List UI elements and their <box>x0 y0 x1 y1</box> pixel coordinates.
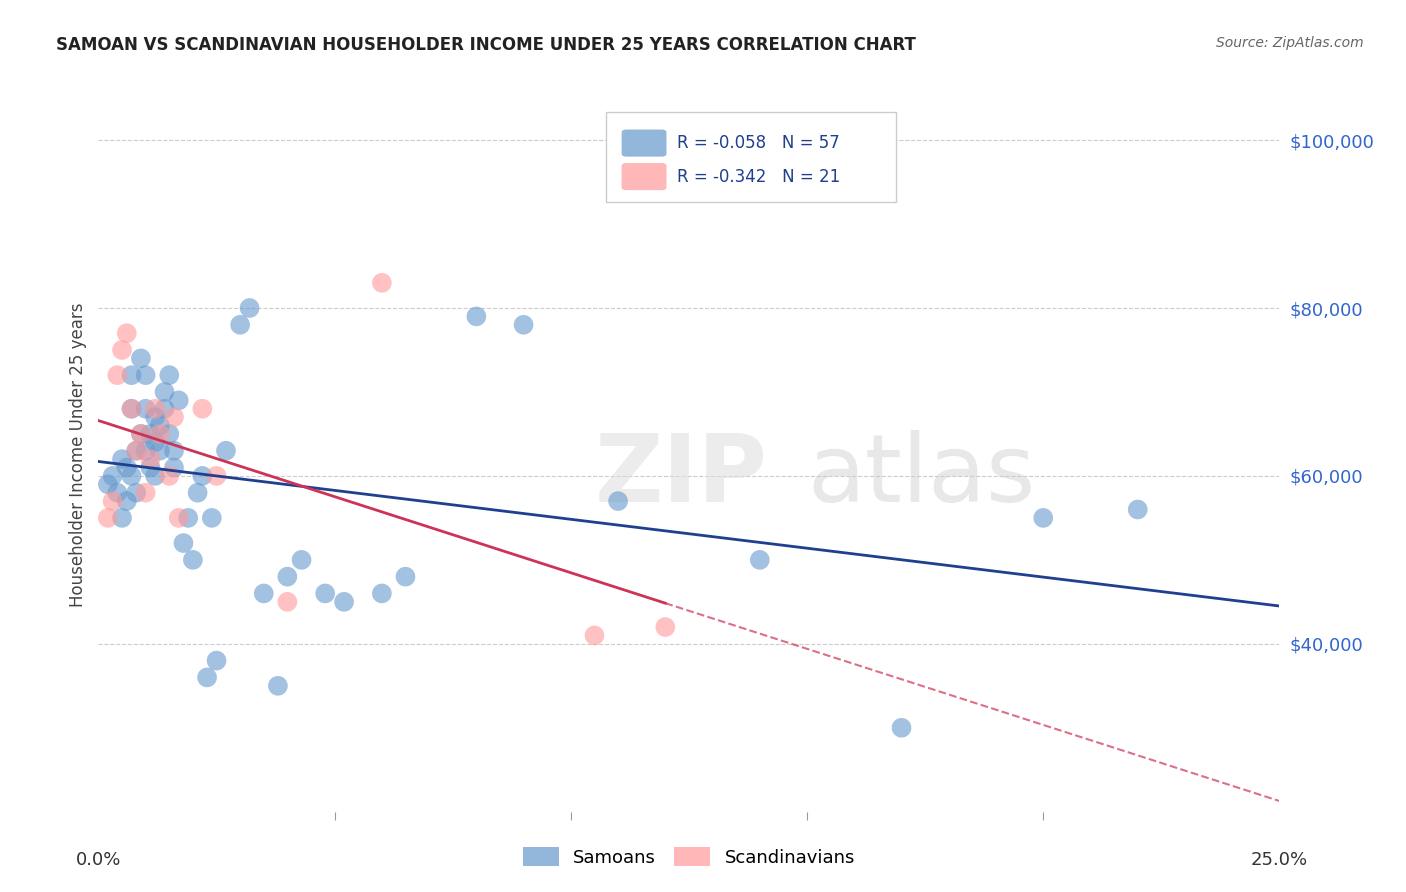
Point <box>157 469 180 483</box>
Text: Source: ZipAtlas.com: Source: ZipAtlas.com <box>1216 36 1364 50</box>
Point <box>201 511 224 525</box>
Point <box>1126 502 1149 516</box>
Point <box>195 670 218 684</box>
Point <box>135 368 157 383</box>
Point <box>205 469 228 483</box>
Point <box>143 410 166 425</box>
Point <box>290 553 312 567</box>
Text: atlas: atlas <box>807 430 1035 523</box>
Point <box>143 435 166 450</box>
Point <box>105 485 128 500</box>
Point <box>157 368 180 383</box>
Point <box>143 469 166 483</box>
Text: R = -0.342   N = 21: R = -0.342 N = 21 <box>678 168 841 186</box>
Point <box>163 410 186 425</box>
Point <box>101 469 124 483</box>
Point <box>143 401 166 416</box>
Point <box>191 401 214 416</box>
Point <box>129 426 152 441</box>
Point <box>205 654 228 668</box>
Point <box>276 595 298 609</box>
FancyBboxPatch shape <box>606 112 896 202</box>
Point <box>115 494 138 508</box>
Point <box>333 595 356 609</box>
Point <box>215 443 238 458</box>
Point <box>607 494 630 508</box>
Text: ZIP: ZIP <box>595 430 768 523</box>
Text: 0.0%: 0.0% <box>76 851 121 869</box>
Point <box>167 393 190 408</box>
Point <box>267 679 290 693</box>
Point <box>1032 511 1054 525</box>
Point <box>135 485 157 500</box>
Point <box>748 553 770 567</box>
Point <box>97 477 120 491</box>
Point <box>163 443 186 458</box>
Legend: Samoans, Scandinavians: Samoans, Scandinavians <box>516 840 862 874</box>
Point <box>135 443 157 458</box>
Point <box>177 511 200 525</box>
Point <box>167 511 190 525</box>
Point <box>111 511 134 525</box>
Point <box>125 443 148 458</box>
Point <box>105 368 128 383</box>
Point <box>229 318 252 332</box>
Point <box>181 553 204 567</box>
Point <box>149 426 172 441</box>
Point <box>153 384 176 399</box>
Point <box>121 401 143 416</box>
Point <box>512 318 534 332</box>
Point <box>276 569 298 583</box>
Point <box>149 418 172 433</box>
Point <box>172 536 194 550</box>
Point <box>129 351 152 366</box>
Point <box>371 586 394 600</box>
Point <box>314 586 336 600</box>
Point <box>139 426 162 441</box>
Point <box>115 460 138 475</box>
Point <box>139 460 162 475</box>
Text: 25.0%: 25.0% <box>1251 851 1308 869</box>
Point <box>654 620 676 634</box>
Point <box>139 452 162 467</box>
Point <box>97 511 120 525</box>
Point <box>129 426 152 441</box>
Point <box>135 401 157 416</box>
Point <box>239 301 262 315</box>
Y-axis label: Householder Income Under 25 years: Householder Income Under 25 years <box>69 302 87 607</box>
Point <box>191 469 214 483</box>
Point <box>153 401 176 416</box>
Text: R = -0.058   N = 57: R = -0.058 N = 57 <box>678 134 839 152</box>
Point <box>121 368 143 383</box>
Point <box>111 343 134 357</box>
Point <box>163 460 186 475</box>
Point <box>583 628 606 642</box>
FancyBboxPatch shape <box>621 129 666 157</box>
Text: SAMOAN VS SCANDINAVIAN HOUSEHOLDER INCOME UNDER 25 YEARS CORRELATION CHART: SAMOAN VS SCANDINAVIAN HOUSEHOLDER INCOM… <box>56 36 917 54</box>
Point <box>121 401 143 416</box>
Point <box>465 310 488 324</box>
Point <box>157 426 180 441</box>
Point <box>187 485 209 500</box>
Point <box>890 721 912 735</box>
Point <box>115 326 138 341</box>
Point <box>121 469 143 483</box>
Point <box>149 443 172 458</box>
Point <box>125 485 148 500</box>
Point <box>371 276 394 290</box>
Point <box>253 586 276 600</box>
Point <box>101 494 124 508</box>
Point <box>394 569 416 583</box>
Point <box>125 443 148 458</box>
FancyBboxPatch shape <box>621 163 666 190</box>
Point <box>111 452 134 467</box>
